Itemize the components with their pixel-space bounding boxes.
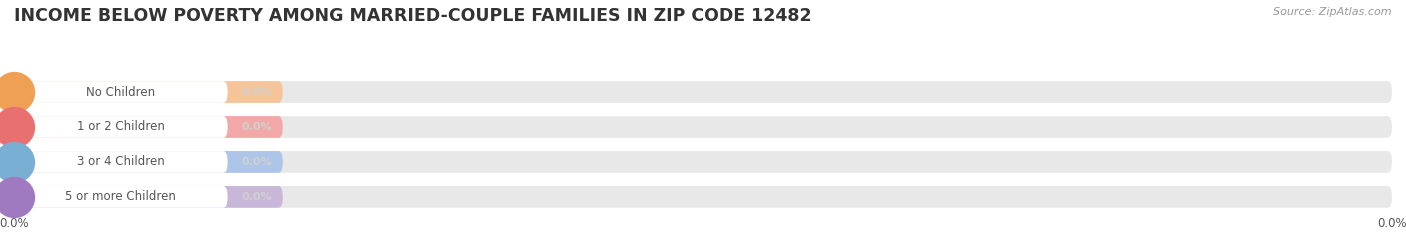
FancyBboxPatch shape <box>14 151 283 173</box>
Text: 5 or more Children: 5 or more Children <box>66 190 176 203</box>
Text: INCOME BELOW POVERTY AMONG MARRIED-COUPLE FAMILIES IN ZIP CODE 12482: INCOME BELOW POVERTY AMONG MARRIED-COUPL… <box>14 7 811 25</box>
Text: No Children: No Children <box>86 86 156 99</box>
FancyBboxPatch shape <box>14 151 1392 173</box>
FancyBboxPatch shape <box>14 116 283 138</box>
Text: 0.0%: 0.0% <box>240 192 271 202</box>
FancyBboxPatch shape <box>14 81 1392 103</box>
FancyBboxPatch shape <box>14 151 228 173</box>
FancyBboxPatch shape <box>14 186 1392 208</box>
Text: 0.0%: 0.0% <box>240 122 271 132</box>
Text: 0.0%: 0.0% <box>240 157 271 167</box>
FancyBboxPatch shape <box>14 81 283 103</box>
Text: 0.0%: 0.0% <box>240 87 271 97</box>
FancyBboxPatch shape <box>14 116 1392 138</box>
Text: 1 or 2 Children: 1 or 2 Children <box>77 120 165 134</box>
FancyBboxPatch shape <box>14 186 228 208</box>
FancyBboxPatch shape <box>14 81 228 103</box>
Text: 3 or 4 Children: 3 or 4 Children <box>77 155 165 168</box>
Text: Source: ZipAtlas.com: Source: ZipAtlas.com <box>1274 7 1392 17</box>
FancyBboxPatch shape <box>14 116 228 138</box>
FancyBboxPatch shape <box>14 186 283 208</box>
